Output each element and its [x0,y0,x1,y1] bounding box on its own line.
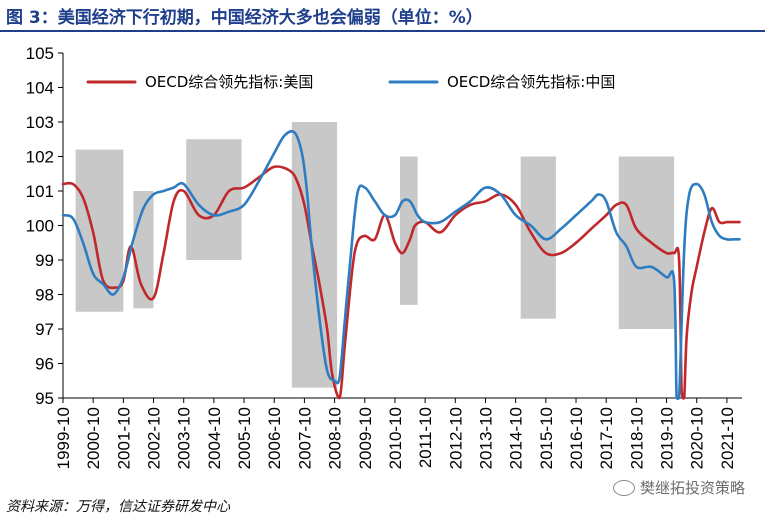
y-tick-label: 104 [26,79,54,98]
y-tick-label: 96 [35,355,54,374]
legend-label-cn: OECD综合领先指标:中国 [447,73,615,91]
x-tick-label: 2021-10 [718,407,737,469]
x-tick-label: 2017-10 [597,407,616,469]
series-line-cn [61,129,741,401]
x-tick-label: 2019-10 [658,407,677,469]
figure-title: 图 3：美国经济下行初期，中国经济大多也会偏弱（单位：%） [6,8,483,28]
x-tick-label: 2001-10 [114,407,133,469]
title-rule [0,30,765,32]
x-tick-label: 2011-10 [416,407,435,468]
x-tick-label: 2014-10 [507,407,526,469]
wechat-icon [612,479,635,496]
x-tick-label: 2003-10 [175,407,194,469]
legend-label-us: OECD综合领先指标:美国 [145,73,313,91]
x-tick-label: 2002-10 [145,407,164,469]
x-tick-label: 2015-10 [537,407,556,469]
x-tick-label: 2018-10 [627,407,646,469]
x-tick-label: 2013-10 [476,407,495,469]
x-tick-label: 2016-10 [567,407,586,469]
series-lines [61,129,741,401]
legend: OECD综合领先指标:美国 OECD综合领先指标:中国 [86,73,615,91]
shaded-band [618,156,675,329]
x-tick-label: 1999-10 [54,407,73,469]
source-note: 资料来源：万得，信达证券研发中心 [6,499,230,515]
axes: 95 96 97 98 99 100 101 102 103 104 105 1999-10 2000-… [26,44,742,469]
x-tick-label: 2020-10 [688,407,707,469]
y-tick-label: 105 [26,44,54,63]
y-tick-label: 97 [35,320,54,339]
shaded-bands [75,122,675,388]
x-tick-label: 2006-10 [265,407,284,469]
watermark: 樊继拓投资策略 [612,477,745,498]
y-tick-label: 99 [35,251,54,270]
y-tick-label: 100 [26,217,54,236]
x-tick-label: 2005-10 [235,407,254,469]
y-tick-label: 95 [35,389,54,408]
x-tick-label: 2009-10 [356,407,375,469]
shaded-band [399,156,418,305]
x-tick-label: 2000-10 [84,407,103,469]
x-tick-label: 2004-10 [205,407,224,469]
y-tick-label: 102 [26,148,54,167]
x-tick-label: 2007-10 [295,407,314,469]
shaded-band [75,149,124,312]
watermark-label: 樊继拓投资策略 [639,479,745,497]
y-tick-label: 98 [35,286,54,305]
x-tick-label: 2008-10 [326,407,345,469]
y-tick-label: 103 [26,113,54,132]
series-line-us [61,165,741,400]
x-tick-label: 2010-10 [386,407,405,469]
y-tick-label: 101 [26,182,54,201]
x-tick-label: 2012-10 [446,407,465,469]
